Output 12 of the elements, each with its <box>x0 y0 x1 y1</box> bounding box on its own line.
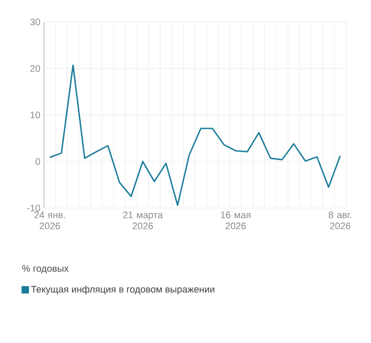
x-tick-label: 8 авг. 2026 <box>328 212 352 230</box>
x-tick-label: 16 мая 2026 <box>221 212 250 230</box>
y-axis-title: % годовых <box>22 265 69 274</box>
y-tick-label: 20 <box>30 65 40 72</box>
y-tick-label: 30 <box>30 18 40 26</box>
y-tick-label: 0 <box>36 158 40 165</box>
x-tick-label: 21 марта 2026 <box>123 212 163 230</box>
legend-label: Текущая инфляция в годовом выражении <box>31 286 214 295</box>
line-series <box>49 64 341 206</box>
y-tick-label: -10 <box>27 204 40 212</box>
x-tick-label: 24 янв. 2026 <box>34 212 65 230</box>
y-tick-label: 10 <box>30 112 40 118</box>
